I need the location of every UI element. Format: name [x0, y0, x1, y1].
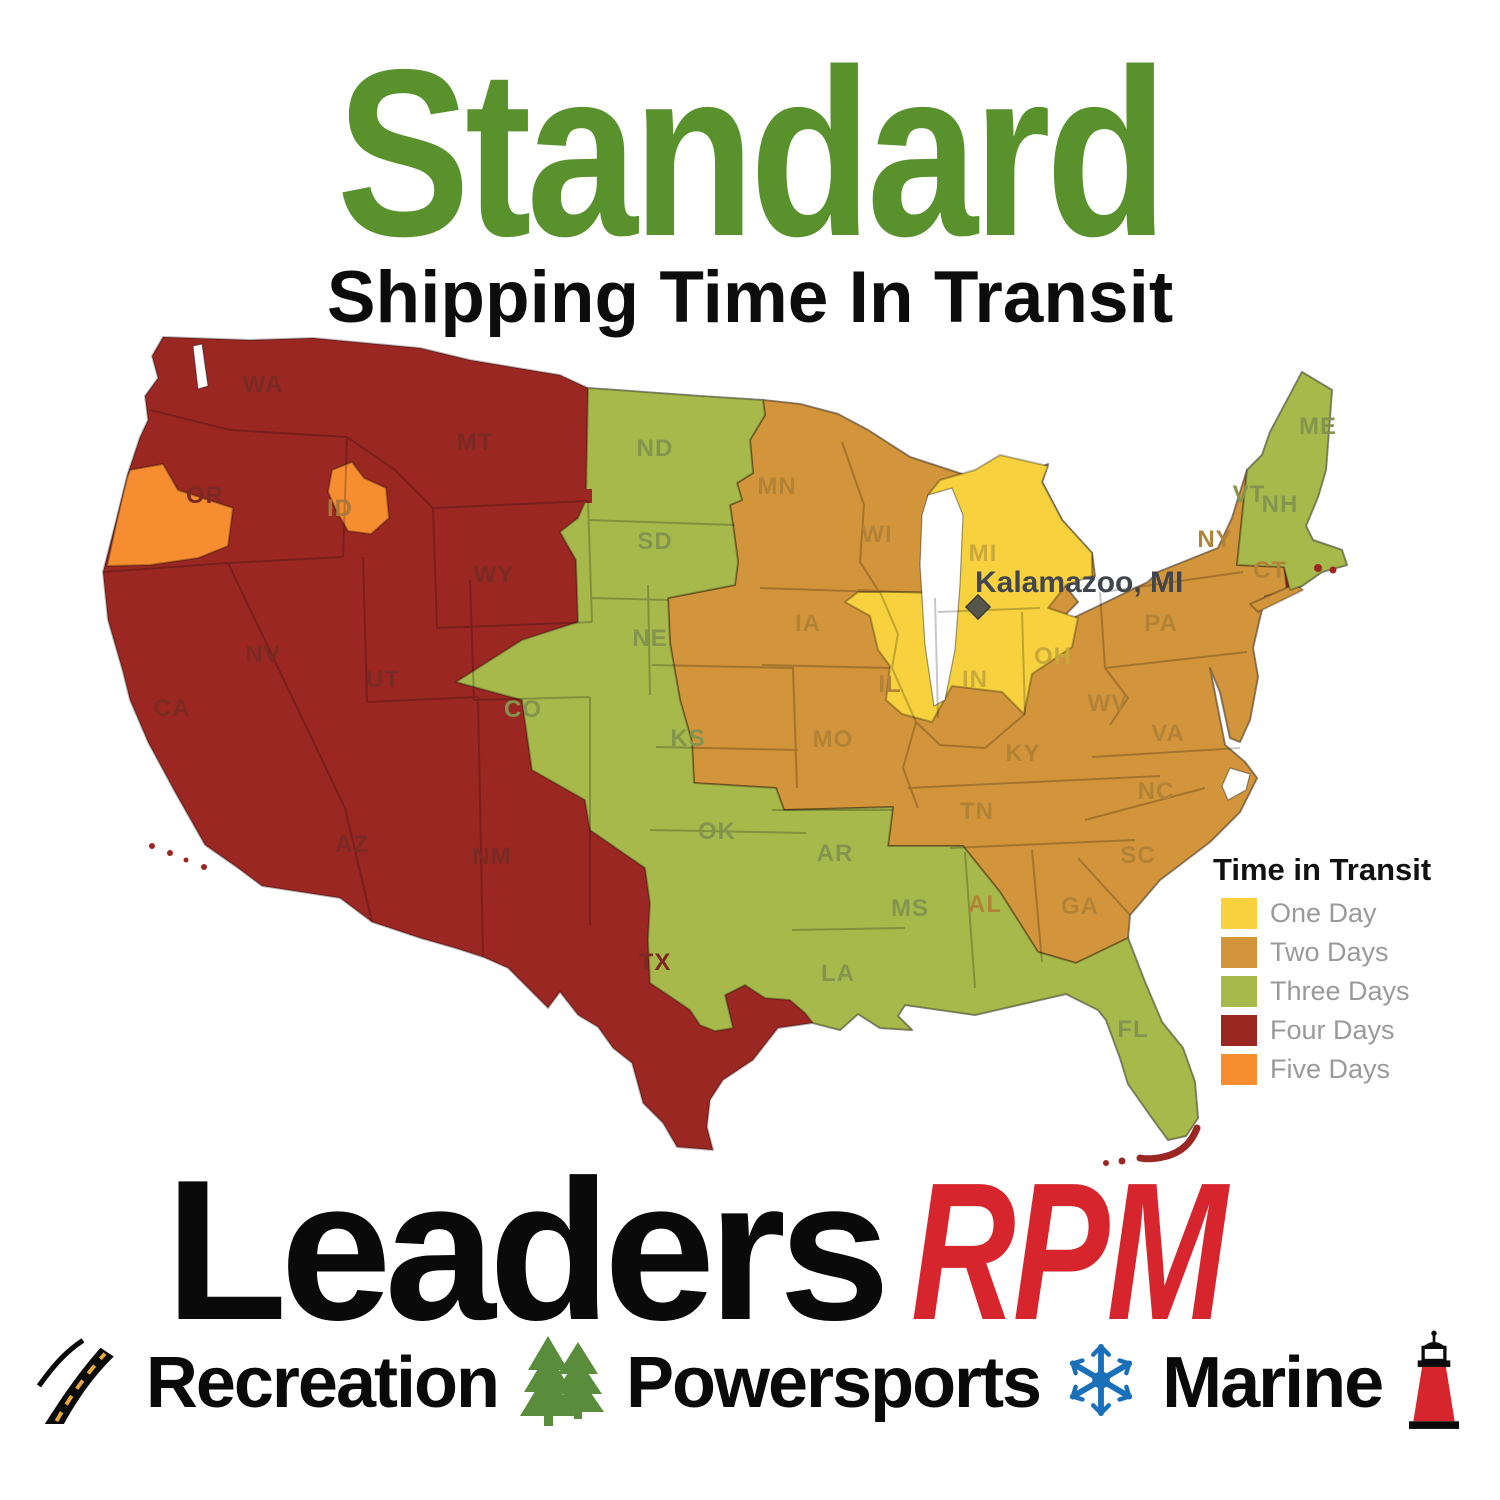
- state-label-vt: VT: [1233, 481, 1266, 508]
- state-label-nm: NM: [472, 843, 511, 870]
- legend-swatch-four_days: [1221, 1015, 1257, 1046]
- state-label-wa: WA: [243, 371, 284, 398]
- legend-swatch-one_day: [1221, 898, 1257, 929]
- state-label-ia: IA: [795, 610, 821, 637]
- page-subtitle: Shipping Time In Transit: [326, 257, 1174, 338]
- state-label-wv: WV: [1088, 690, 1129, 717]
- state-label-ga: GA: [1061, 893, 1099, 920]
- state-label-co: CO: [504, 696, 542, 723]
- snowflake-icon: [1062, 1341, 1140, 1424]
- four-day-islands: [149, 564, 1337, 1166]
- state-borders: [102, 409, 1248, 989]
- state-label-fl: FL: [1117, 1016, 1148, 1043]
- state-label-ny: NY: [1197, 526, 1232, 553]
- state-label-oh: OH: [1034, 643, 1072, 670]
- state-label-mo: MO: [813, 726, 854, 753]
- legend-label-two_days: Two Days: [1270, 937, 1389, 967]
- state-label-mn: MN: [757, 473, 796, 500]
- legend-row-two_days: Two Days: [1221, 937, 1463, 968]
- zone-new-england: [1236, 371, 1348, 591]
- zone-one-day: [844, 454, 1093, 723]
- legend-row-three_days: Three Days: [1221, 976, 1463, 1007]
- state-label-ok: OK: [698, 818, 736, 845]
- state-label-tx: TX: [639, 949, 672, 976]
- red-notch: [570, 489, 592, 503]
- state-label-mt: MT: [457, 429, 494, 456]
- state-label-wi: WI: [861, 521, 892, 548]
- puget-sound: [192, 343, 209, 390]
- zone-five-days-oregon: [106, 463, 234, 567]
- state-label-la: LA: [821, 960, 855, 987]
- state-label-tn: TN: [960, 798, 994, 825]
- state-label-sd: SD: [637, 528, 672, 555]
- state-label-mi: MI: [969, 540, 998, 567]
- state-label-ne: NE: [632, 625, 667, 652]
- legend-label-one_day: One Day: [1270, 898, 1377, 928]
- state-label-ar: AR: [817, 840, 854, 867]
- state-label-nd: ND: [637, 435, 674, 462]
- zone-five-days-idaho: [327, 461, 390, 535]
- pamlico-sound: [1221, 767, 1251, 801]
- state-label-nh: NH: [1262, 491, 1299, 518]
- origin-diamond-icon: [964, 593, 992, 621]
- legend-row-four_days: Four Days: [1221, 1015, 1463, 1046]
- brand-logo: Leaders RPM: [0, 1139, 1500, 1362]
- state-labels: WA OR ID MT WY NV UT CA AZ NM TX CO ND SD NE KS OK AR LA MS…: [154, 371, 1337, 1043]
- legend-title: Time in Transit: [1213, 852, 1432, 887]
- state-label-or: OR: [186, 482, 224, 509]
- legend-label-five_days: Five Days: [1270, 1054, 1391, 1084]
- lake-michigan: [919, 487, 964, 707]
- state-label-ks: KS: [670, 725, 705, 752]
- tagline-recreation: Recreation: [145, 1342, 500, 1423]
- state-label-id: ID: [327, 495, 353, 522]
- legend-swatch-five_days: [1221, 1054, 1257, 1085]
- origin-marker-group: Kalamazoo, MI: [964, 566, 1183, 621]
- state-label-ky: KY: [1005, 740, 1040, 767]
- state-label-nv: NV: [245, 641, 280, 668]
- state-label-pa: PA: [1144, 610, 1178, 637]
- title-block: Standard Shipping Time In Transit: [0, 21, 1500, 338]
- origin-label: Kalamazoo, MI: [975, 566, 1183, 599]
- zone-long-island: [1249, 583, 1304, 613]
- page-title: Standard: [336, 21, 1168, 286]
- logo-rpm-text: RPM: [911, 1142, 1227, 1361]
- state-label-ut: UT: [366, 666, 400, 693]
- state-label-ca: CA: [154, 695, 191, 722]
- lighthouse-icon: [1404, 1330, 1464, 1435]
- state-label-wy: WY: [474, 561, 515, 588]
- state-label-ms: MS: [891, 895, 929, 922]
- state-label-me: ME: [1299, 413, 1337, 440]
- legend: Time in Transit One Day Two Days Three Day…: [1213, 852, 1463, 1093]
- legend-swatch-two_days: [1221, 937, 1257, 968]
- state-label-il: IL: [878, 671, 901, 698]
- state-label-sc: SC: [1120, 842, 1155, 869]
- state-label-al: AL: [968, 891, 1002, 918]
- state-label-nc: NC: [1138, 778, 1175, 805]
- pine-trees-icon: [519, 1334, 604, 1431]
- road-icon: [36, 1332, 124, 1433]
- state-label-ct: CT: [1253, 557, 1287, 584]
- legend-items: One Day Two Days Three Days Four Days Five D…: [1213, 898, 1463, 1085]
- legend-swatch-three_days: [1221, 976, 1257, 1007]
- tagline-powersports: Powersports: [625, 1342, 1042, 1423]
- brand-tagline: Recreation Powersports: [0, 1330, 1500, 1435]
- legend-row-one_day: One Day: [1221, 898, 1463, 929]
- state-label-va: VA: [1151, 720, 1185, 747]
- logo-leaders-text: Leaders: [165, 1139, 890, 1362]
- legend-label-three_days: Three Days: [1270, 976, 1410, 1006]
- legend-label-four_days: Four Days: [1270, 1015, 1395, 1045]
- tagline-marine: Marine: [1162, 1342, 1384, 1423]
- state-label-in: IN: [962, 666, 988, 693]
- zone-three-days: [455, 387, 1199, 1141]
- legend-row-five_days: Five Days: [1221, 1054, 1463, 1085]
- state-label-az: AZ: [335, 831, 369, 858]
